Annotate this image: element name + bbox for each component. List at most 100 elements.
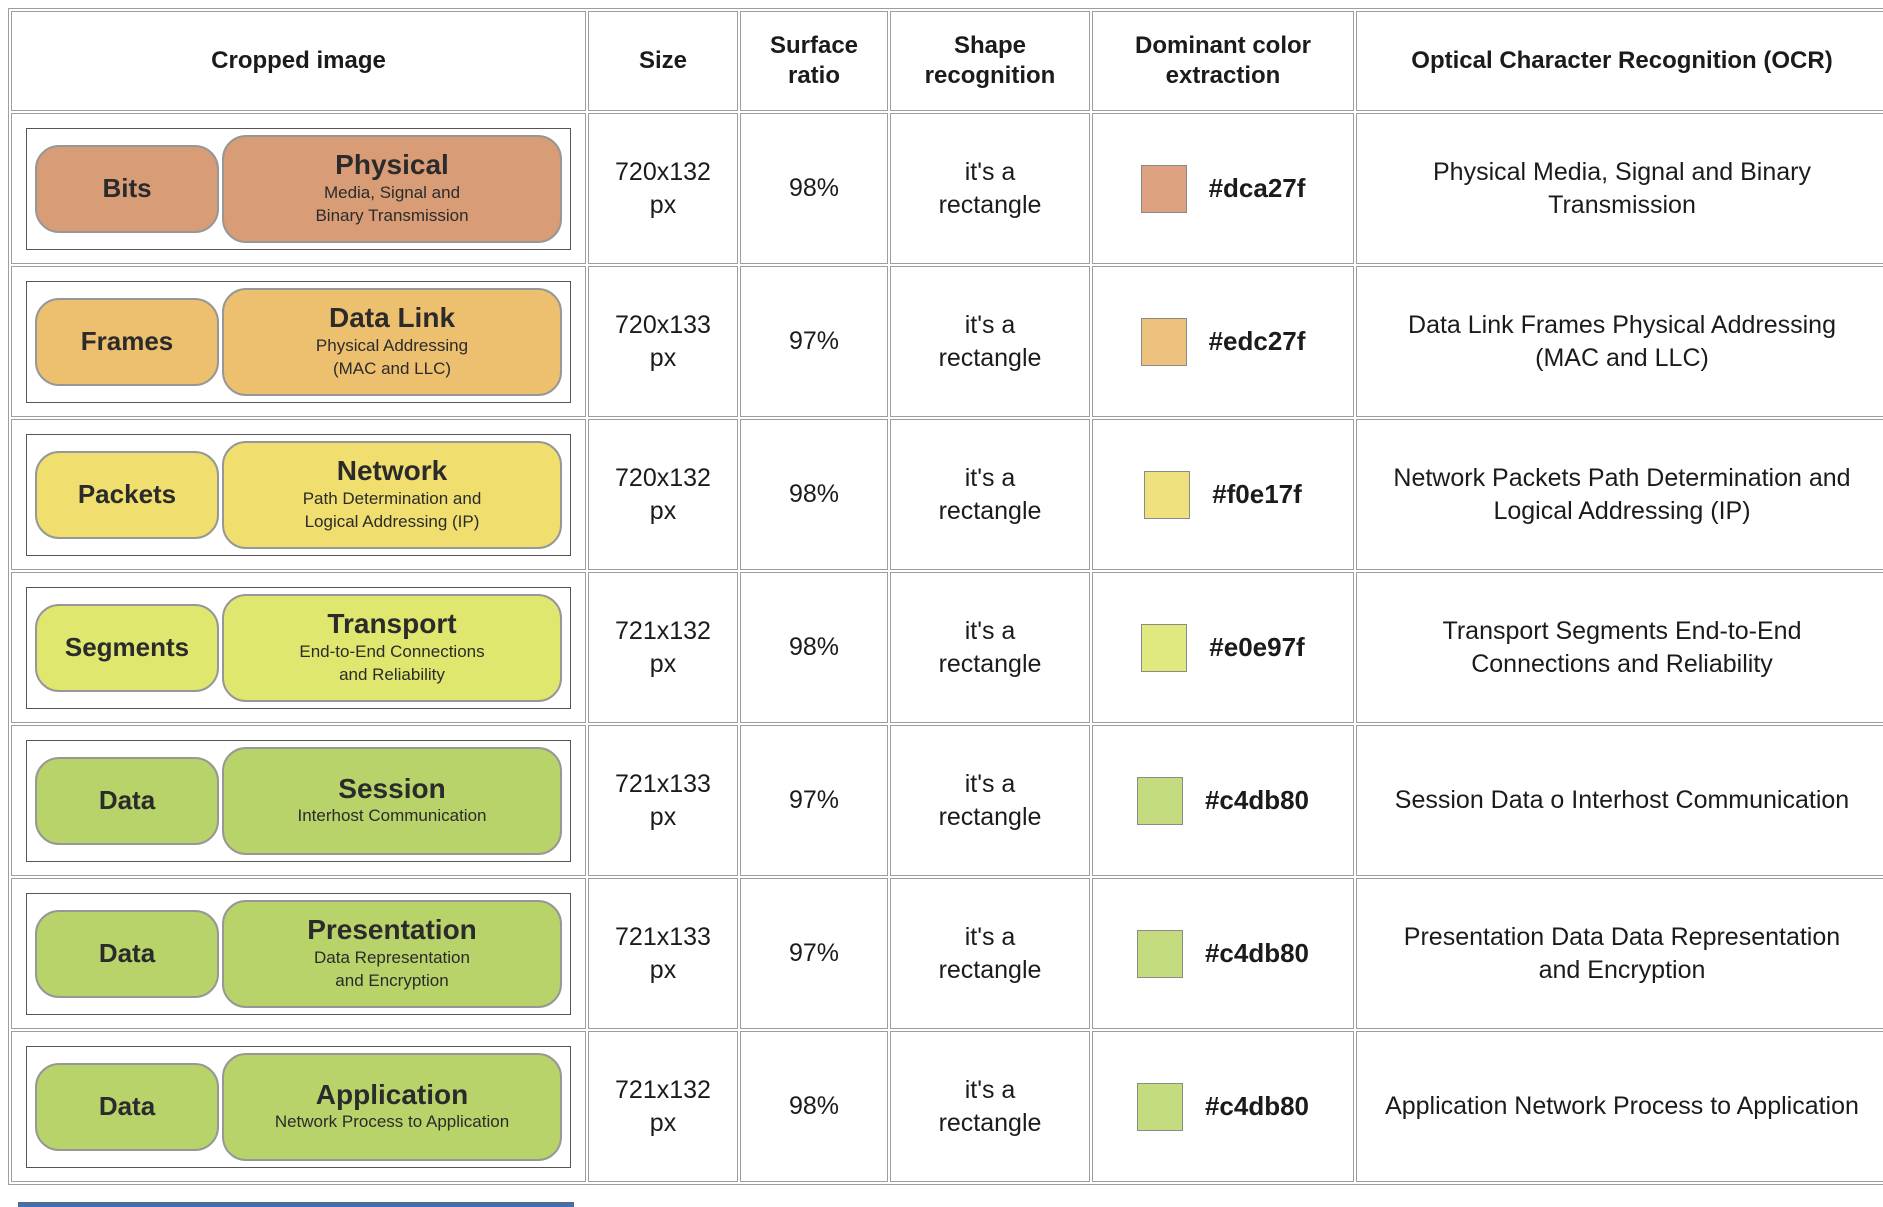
ocr-text: Physical Media, Signal and Binary Transm… bbox=[1433, 158, 1811, 219]
pdu-pill: Frames bbox=[35, 297, 219, 386]
header-dominant-color: Dominant color extraction bbox=[1092, 11, 1354, 111]
ocr-cell: Presentation Data Data Representation an… bbox=[1356, 878, 1883, 1029]
color-swatch bbox=[1136, 929, 1183, 978]
pdu-pill: Data bbox=[35, 756, 219, 845]
layer-pill: Presentation Data Representation and Enc… bbox=[222, 899, 562, 1008]
cropped-image-cell: Bits Physical Media, Signal and Binary T… bbox=[11, 113, 586, 264]
layer-title: Physical bbox=[335, 149, 449, 181]
dominant-color-cell: #edc27f bbox=[1092, 266, 1354, 417]
color-hex-value: #f0e17f bbox=[1212, 478, 1302, 509]
layer-pill: Session Interhost Communication bbox=[222, 746, 562, 855]
dominant-color-cell: #dca27f bbox=[1092, 113, 1354, 264]
ocr-text: Session Data o Interhost Communication bbox=[1394, 786, 1850, 815]
layer-description: Path Determination and Logical Addressin… bbox=[302, 488, 482, 531]
size-cell: 721x132 px bbox=[588, 572, 738, 723]
surface-ratio-cell: 97% bbox=[740, 266, 888, 417]
layer-description: Physical Addressing (MAC and LLC) bbox=[315, 335, 469, 378]
header-surface-ratio: Surface ratio bbox=[740, 11, 888, 111]
shape-cell: it's a rectangle bbox=[890, 572, 1090, 723]
header-shape-recognition: Shape recognition bbox=[890, 11, 1090, 111]
table-row: Data Presentation Data Representation an… bbox=[11, 878, 1883, 1029]
color-swatch bbox=[1136, 776, 1183, 825]
color-hex-value: #edc27f bbox=[1208, 325, 1306, 356]
cropped-image-cell: Data Session Interhost Communication bbox=[11, 725, 586, 876]
table-row: Frames Data Link Physical Addressing (MA… bbox=[11, 266, 1883, 417]
color-swatch bbox=[1144, 470, 1191, 519]
surface-ratio-cell: 97% bbox=[740, 878, 888, 1029]
ocr-cell: Session Data o Interhost Communication bbox=[1356, 725, 1883, 876]
cropped-image-thumbnail: Data Application Network Process to Appl… bbox=[26, 1045, 571, 1168]
ocr-text: Data Link Frames Physical Addressing (MA… bbox=[1408, 311, 1836, 372]
layer-description: Network Process to Application bbox=[274, 1112, 510, 1132]
shape-cell: it's a rectangle bbox=[890, 725, 1090, 876]
size-cell: 720x132 px bbox=[588, 113, 738, 264]
pdu-label: Packets bbox=[77, 478, 177, 509]
pdu-pill: Segments bbox=[35, 603, 219, 692]
cropped-image-cell: Frames Data Link Physical Addressing (MA… bbox=[11, 266, 586, 417]
dominant-color-cell: #e0e97f bbox=[1092, 572, 1354, 723]
partial-next-cropped-image bbox=[18, 1202, 574, 1207]
header-cropped-image: Cropped image bbox=[11, 11, 586, 111]
color-swatch bbox=[1136, 1082, 1183, 1131]
ocr-cell: Application Network Process to Applicati… bbox=[1356, 1031, 1883, 1182]
size-cell: 720x133 px bbox=[588, 266, 738, 417]
table-row: Data Session Interhost Communication 721… bbox=[11, 725, 1883, 876]
pdu-pill: Data bbox=[35, 1062, 219, 1151]
table-row: Segments Transport End-to-End Connection… bbox=[11, 572, 1883, 723]
layer-title: Transport bbox=[327, 608, 457, 640]
header-ocr: Optical Character Recognition (OCR) bbox=[1356, 11, 1883, 111]
cropped-image-cell: Data Presentation Data Representation an… bbox=[11, 878, 586, 1029]
pdu-label: Data bbox=[98, 937, 156, 968]
cropped-image-cell: Segments Transport End-to-End Connection… bbox=[11, 572, 586, 723]
surface-ratio-cell: 98% bbox=[740, 572, 888, 723]
cropped-image-cell: Packets Network Path Determination and L… bbox=[11, 419, 586, 570]
layer-pill: Transport End-to-End Connections and Rel… bbox=[222, 593, 562, 702]
layer-pill: Physical Media, Signal and Binary Transm… bbox=[222, 134, 562, 243]
dominant-color-cell: #c4db80 bbox=[1092, 878, 1354, 1029]
pdu-pill: Data bbox=[35, 909, 219, 998]
dominant-color-cell: #c4db80 bbox=[1092, 1031, 1354, 1182]
shape-cell: it's a rectangle bbox=[890, 419, 1090, 570]
ocr-text: Network Packets Path Determination and L… bbox=[1393, 464, 1851, 525]
table-row: Packets Network Path Determination and L… bbox=[11, 419, 1883, 570]
layer-pill: Network Path Determination and Logical A… bbox=[222, 440, 562, 549]
color-swatch bbox=[1140, 164, 1187, 213]
cropped-image-thumbnail: Bits Physical Media, Signal and Binary T… bbox=[26, 127, 571, 250]
color-hex-value: #c4db80 bbox=[1204, 784, 1310, 815]
color-hex-value: #c4db80 bbox=[1204, 937, 1310, 968]
color-hex-value: #e0e97f bbox=[1209, 631, 1305, 662]
layer-pill: Data Link Physical Addressing (MAC and L… bbox=[222, 287, 562, 396]
color-swatch bbox=[1141, 623, 1188, 672]
table-row: Bits Physical Media, Signal and Binary T… bbox=[11, 113, 1883, 264]
ocr-cell: Physical Media, Signal and Binary Transm… bbox=[1356, 113, 1883, 264]
surface-ratio-cell: 97% bbox=[740, 725, 888, 876]
layer-pill: Application Network Process to Applicati… bbox=[222, 1052, 562, 1161]
layer-description: Interhost Communication bbox=[297, 806, 487, 826]
cropped-image-cell: Data Application Network Process to Appl… bbox=[11, 1031, 586, 1182]
color-swatch bbox=[1140, 317, 1187, 366]
cropped-image-thumbnail: Frames Data Link Physical Addressing (MA… bbox=[26, 280, 571, 403]
pdu-pill: Bits bbox=[35, 144, 219, 233]
pdu-label: Frames bbox=[80, 325, 174, 356]
cropped-image-thumbnail: Segments Transport End-to-End Connection… bbox=[26, 586, 571, 709]
layer-title: Data Link bbox=[328, 302, 456, 334]
shape-cell: it's a rectangle bbox=[890, 878, 1090, 1029]
pdu-label: Bits bbox=[102, 172, 152, 203]
layer-title: Session bbox=[338, 772, 446, 804]
pdu-label: Data bbox=[98, 1090, 156, 1121]
shape-cell: it's a rectangle bbox=[890, 266, 1090, 417]
ocr-text: Presentation Data Data Representation an… bbox=[1403, 923, 1841, 984]
size-cell: 720x132 px bbox=[588, 419, 738, 570]
image-analysis-table: Cropped image Size Surface ratio Shape r… bbox=[8, 8, 1883, 1185]
header-size: Size bbox=[588, 11, 738, 111]
size-cell: 721x133 px bbox=[588, 725, 738, 876]
surface-ratio-cell: 98% bbox=[740, 1031, 888, 1182]
color-hex-value: #c4db80 bbox=[1204, 1090, 1310, 1121]
size-cell: 721x133 px bbox=[588, 878, 738, 1029]
shape-cell: it's a rectangle bbox=[890, 113, 1090, 264]
ocr-cell: Network Packets Path Determination and L… bbox=[1356, 419, 1883, 570]
surface-ratio-cell: 98% bbox=[740, 113, 888, 264]
pdu-pill: Packets bbox=[35, 450, 219, 539]
ocr-cell: Data Link Frames Physical Addressing (MA… bbox=[1356, 266, 1883, 417]
layer-title: Presentation bbox=[307, 914, 477, 946]
